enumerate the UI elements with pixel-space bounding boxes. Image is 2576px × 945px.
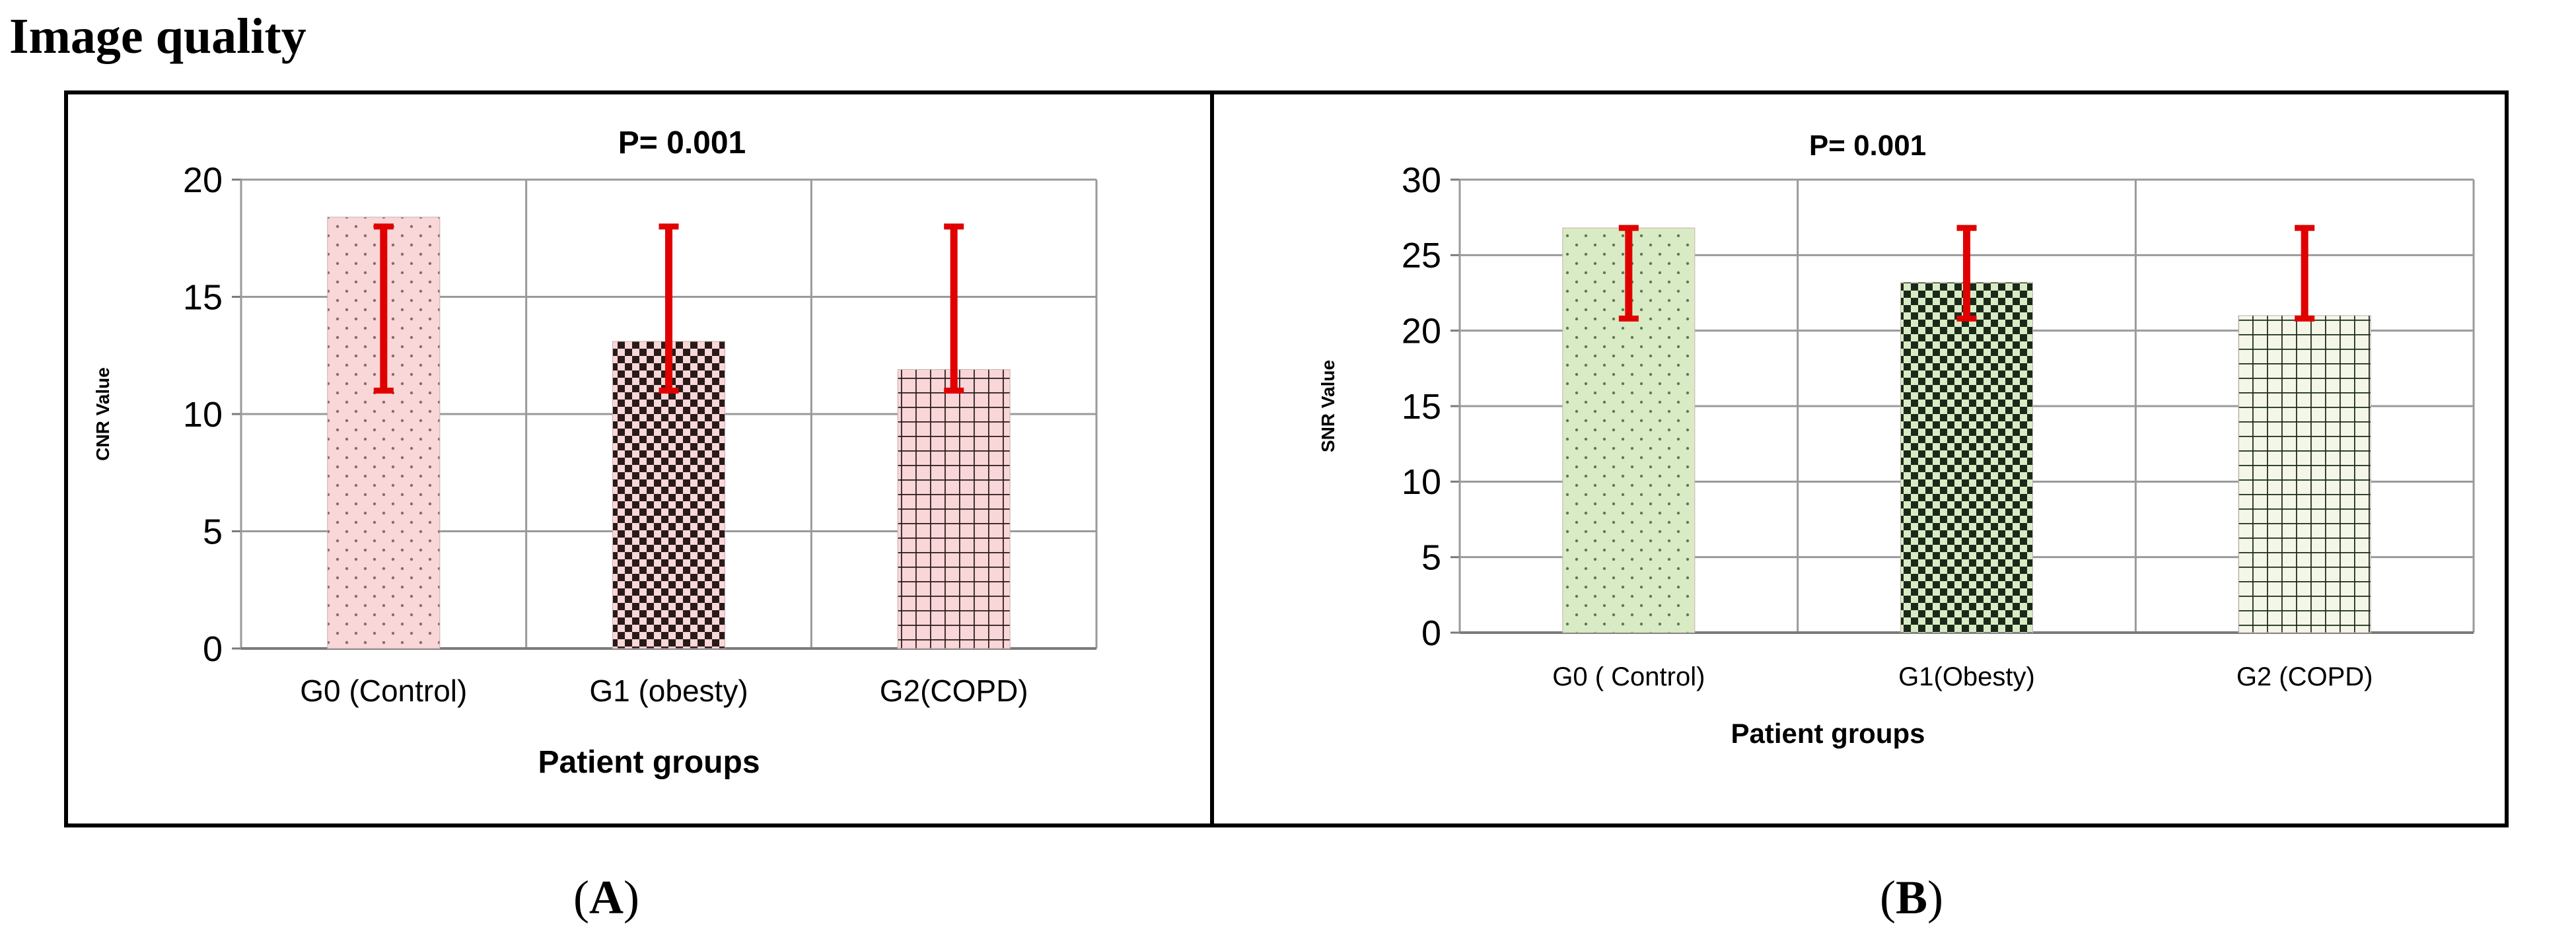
y-tick-label: 30 — [1402, 160, 1441, 200]
x-category-label: G1 (obesty) — [589, 674, 748, 708]
y-tick-label: 20 — [183, 160, 223, 200]
chart-title: P= 0.001 — [1809, 129, 1926, 162]
chart-b: 0 5 10 15 20 25 30 G0 ( Control) G1(Obesty) G2 (C… — [1318, 129, 2475, 749]
caption-a-label: A — [589, 871, 624, 924]
chart-title: P= 0.001 — [618, 125, 746, 160]
bar — [1900, 281, 2033, 633]
y-tick-label: 5 — [1421, 538, 1441, 578]
x-category-label: G0 (Control) — [300, 674, 467, 708]
caption-a: (A) — [573, 871, 639, 924]
y-tick-label: 20 — [1402, 312, 1441, 351]
panel-b-frame — [1210, 90, 2509, 827]
x-axis-label: Patient groups — [1731, 718, 1925, 749]
y-tick-label: 0 — [203, 629, 223, 669]
caption-b: (B) — [1880, 871, 1943, 924]
y-axis-label: SNR Value — [1318, 360, 1338, 452]
caption-b-label: B — [1895, 871, 1928, 924]
y-tick-label: 10 — [1402, 462, 1441, 502]
y-axis-label: CNR Value — [92, 367, 113, 461]
x-category-label: G2 (COPD) — [2236, 662, 2373, 691]
bar — [897, 369, 1011, 649]
y-tick-label: 5 — [203, 512, 223, 551]
y-tick-label: 10 — [183, 395, 223, 435]
x-category-label: G0 ( Control) — [1552, 662, 1705, 691]
y-tick-label: 15 — [1402, 387, 1441, 427]
x-category-label: G1(Obesty) — [1898, 662, 2035, 691]
x-category-label: G2(COPD) — [880, 674, 1028, 708]
x-axis-label: Patient groups — [538, 745, 760, 780]
chart-a: 0 5 10 15 20 G0 (Control) G1 (obesty) G2(COPD) P… — [92, 125, 1098, 780]
y-tick-label: 0 — [1421, 613, 1441, 653]
bar — [2238, 315, 2371, 633]
y-tick-label: 15 — [183, 277, 223, 317]
y-tick-label: 25 — [1402, 236, 1441, 275]
figure-heading: Image quality — [9, 9, 306, 64]
